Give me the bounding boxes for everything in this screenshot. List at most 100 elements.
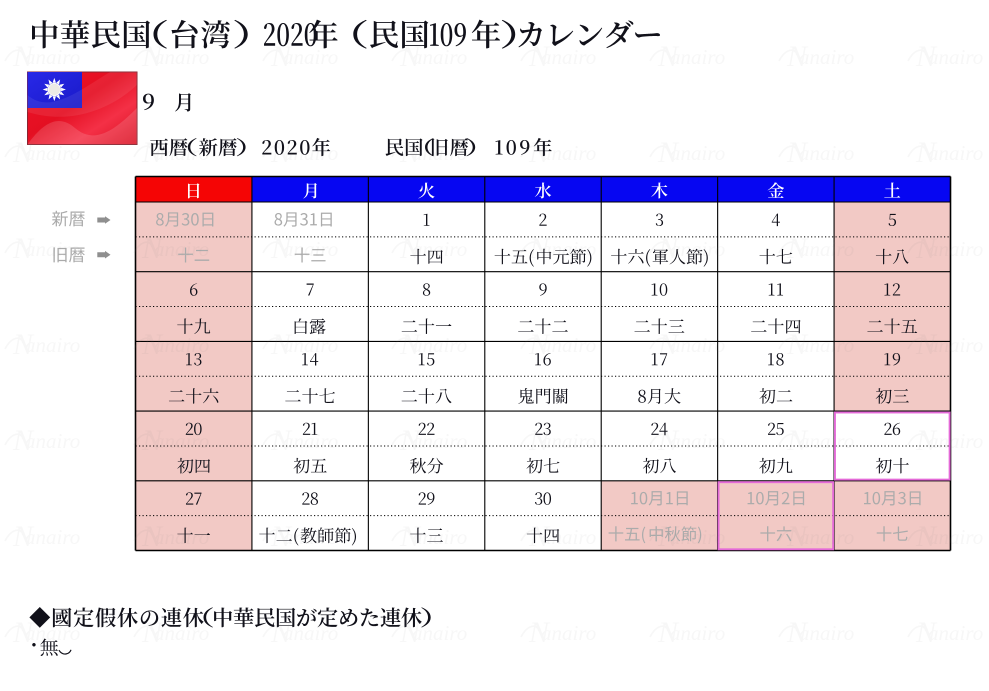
svg-text:anairo: anairo [670,237,725,261]
svg-text:N: N [12,328,35,361]
svg-text:N: N [915,616,938,649]
svg-text:N: N [399,136,422,169]
svg-text:anairo: anairo [670,621,725,645]
svg-text:N: N [270,136,293,169]
svg-text:anairo: anairo [283,621,338,645]
svg-text:anairo: anairo [541,141,596,165]
svg-text:N: N [399,40,422,73]
svg-text:N: N [786,424,809,457]
svg-text:anairo: anairo [154,621,209,645]
svg-text:N: N [399,232,422,265]
svg-text:anairo: anairo [928,333,983,357]
svg-text:N: N [528,520,551,553]
svg-text:N: N [270,616,293,649]
svg-text:N: N [786,136,809,169]
svg-text:N: N [12,136,35,169]
svg-text:anairo: anairo [541,333,596,357]
svg-text:N: N [915,136,938,169]
svg-text:N: N [270,424,293,457]
svg-text:anairo: anairo [154,429,209,453]
svg-text:anairo: anairo [928,45,983,69]
svg-text:N: N [141,328,164,361]
svg-text:N: N [141,40,164,73]
svg-text:anairo: anairo [25,429,80,453]
svg-text:N: N [786,40,809,73]
svg-text:anairo: anairo [154,237,209,261]
svg-text:anairo: anairo [799,45,854,69]
svg-text:anairo: anairo [928,429,983,453]
svg-text:anairo: anairo [154,45,209,69]
svg-text:anairo: anairo [670,45,725,69]
svg-text:N: N [141,616,164,649]
svg-text:anairo: anairo [154,333,209,357]
svg-text:anairo: anairo [283,141,338,165]
svg-text:anairo: anairo [25,621,80,645]
svg-text:anairo: anairo [928,141,983,165]
svg-text:anairo: anairo [928,525,983,549]
svg-text:anairo: anairo [412,429,467,453]
svg-text:anairo: anairo [799,237,854,261]
svg-text:N: N [528,328,551,361]
svg-text:N: N [12,424,35,457]
svg-text:N: N [12,520,35,553]
svg-text:anairo: anairo [928,621,983,645]
svg-text:anairo: anairo [283,525,338,549]
svg-text:anairo: anairo [283,237,338,261]
svg-text:N: N [915,232,938,265]
svg-text:N: N [270,40,293,73]
svg-text:N: N [270,328,293,361]
svg-text:anairo: anairo [670,525,725,549]
svg-text:anairo: anairo [283,429,338,453]
svg-text:anairo: anairo [25,141,80,165]
svg-text:anairo: anairo [541,45,596,69]
svg-text:N: N [528,424,551,457]
svg-text:N: N [786,328,809,361]
svg-text:N: N [528,40,551,73]
svg-text:N: N [12,40,35,73]
svg-text:anairo: anairo [154,525,209,549]
svg-text:N: N [786,616,809,649]
svg-text:N: N [270,520,293,553]
svg-text:anairo: anairo [928,237,983,261]
svg-text:N: N [141,520,164,553]
svg-text:N: N [528,136,551,169]
svg-text:anairo: anairo [799,525,854,549]
svg-text:N: N [657,232,680,265]
svg-text:anairo: anairo [25,237,80,261]
svg-text:anairo: anairo [25,45,80,69]
svg-text:N: N [657,136,680,169]
svg-text:anairo: anairo [412,237,467,261]
svg-text:anairo: anairo [670,429,725,453]
svg-text:anairo: anairo [154,141,209,165]
svg-text:N: N [270,232,293,265]
svg-text:N: N [786,232,809,265]
svg-text:N: N [399,520,422,553]
svg-text:anairo: anairo [799,141,854,165]
svg-text:N: N [528,616,551,649]
svg-text:anairo: anairo [25,333,80,357]
svg-text:N: N [657,328,680,361]
svg-text:N: N [528,232,551,265]
svg-text:anairo: anairo [283,333,338,357]
svg-text:anairo: anairo [799,333,854,357]
svg-text:anairo: anairo [541,429,596,453]
svg-text:anairo: anairo [799,621,854,645]
svg-text:N: N [12,232,35,265]
svg-text:N: N [657,520,680,553]
svg-text:anairo: anairo [541,621,596,645]
svg-text:anairo: anairo [412,333,467,357]
svg-text:anairo: anairo [412,525,467,549]
svg-text:anairo: anairo [799,429,854,453]
svg-text:anairo: anairo [412,621,467,645]
svg-text:N: N [399,328,422,361]
svg-text:anairo: anairo [283,45,338,69]
svg-text:anairo: anairo [412,141,467,165]
svg-text:anairo: anairo [25,525,80,549]
svg-text:N: N [141,424,164,457]
svg-text:N: N [141,232,164,265]
svg-text:N: N [915,40,938,73]
svg-text:N: N [12,616,35,649]
svg-text:N: N [786,520,809,553]
svg-text:N: N [915,328,938,361]
svg-text:N: N [399,616,422,649]
